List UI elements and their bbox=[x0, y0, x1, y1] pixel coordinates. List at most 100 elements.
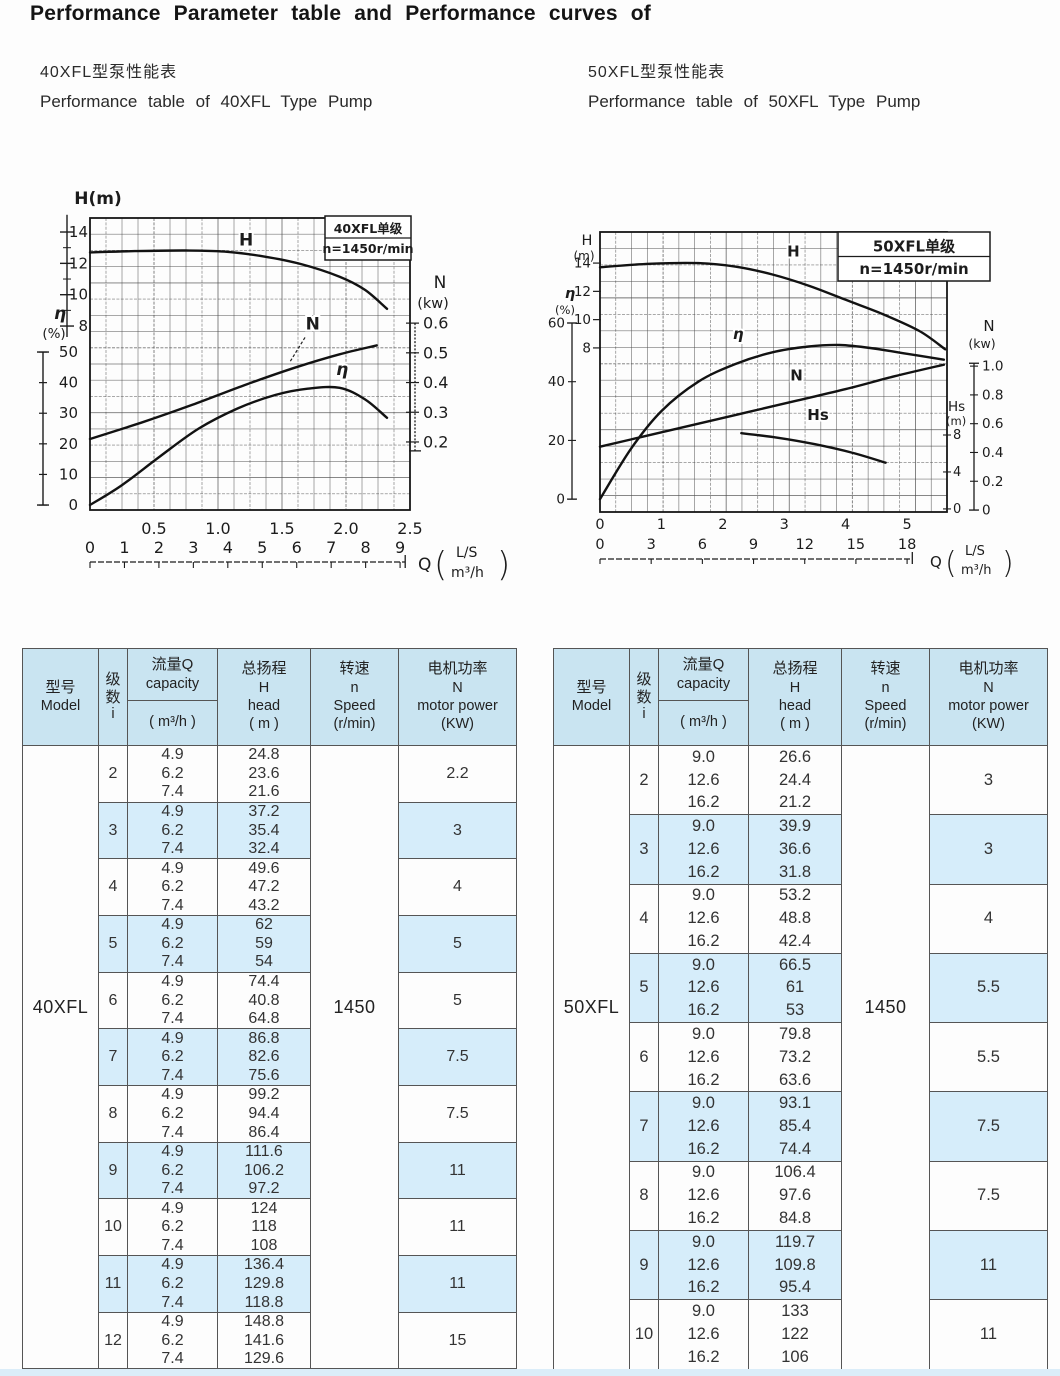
table-row: 3 4.9 37.2 3 bbox=[22, 801, 517, 859]
axis-text: η bbox=[733, 325, 744, 343]
table-row: 40XFL 2 4.9 24.8 1450 2.2 bbox=[22, 745, 517, 1369]
capacity-cell: 7.4 bbox=[127, 1350, 218, 1369]
head-cell: 129.8 bbox=[217, 1274, 311, 1294]
capacity-cell: 6.2 bbox=[127, 821, 218, 840]
axis-text: Q bbox=[930, 553, 942, 571]
head-cell: 119.7 bbox=[748, 1229, 842, 1254]
capacity-cell: 16.2 bbox=[658, 1138, 749, 1162]
performance-table-40xfl: 型号 Model 级 数 i 流量Q capacity ( m³/h ) 总扬程 bbox=[22, 648, 517, 1370]
head-cell: 106.2 bbox=[217, 1161, 311, 1180]
curve-η bbox=[88, 385, 389, 507]
capacity-cell: 9.0 bbox=[658, 1160, 749, 1185]
capacity-cell: 7.4 bbox=[127, 783, 218, 803]
axis-text: 6 bbox=[698, 537, 707, 553]
axis-text: (kw) bbox=[968, 336, 995, 351]
axis-text: 0.2 bbox=[982, 474, 1003, 490]
capacity-cell: 9.0 bbox=[658, 1091, 749, 1115]
head-cell: 64.8 bbox=[217, 1009, 311, 1029]
capacity-cell: 6.2 bbox=[127, 1331, 218, 1350]
head-cell: 21.6 bbox=[217, 783, 311, 803]
stage-cell: 6 bbox=[629, 1022, 659, 1092]
stage-cell: 6 bbox=[98, 971, 128, 1029]
capacity-cell: 9.0 bbox=[658, 1229, 749, 1254]
axis-text: 1.0 bbox=[982, 359, 1003, 375]
capacity-cell: 7.4 bbox=[127, 1179, 218, 1199]
power-cell: 4 bbox=[929, 883, 1048, 954]
head-cell: 66.5 bbox=[748, 952, 842, 977]
capacity-cell: 9.0 bbox=[658, 744, 749, 769]
axis-text: 20 bbox=[548, 433, 565, 449]
axis-text: 0 bbox=[85, 538, 95, 557]
capacity-cell: 12.6 bbox=[658, 976, 749, 1000]
head-cell: 124 bbox=[217, 1198, 311, 1218]
table-row: 6.2 141.6 bbox=[23, 1331, 517, 1350]
capacity-cell: 16.2 bbox=[658, 1068, 749, 1092]
axis-text: η bbox=[54, 304, 66, 324]
capacity-cell: 4.9 bbox=[127, 858, 218, 878]
axis-text: 2 bbox=[718, 517, 727, 533]
axis-text: η bbox=[565, 286, 575, 302]
table-row: 12.6 122 bbox=[554, 1322, 1048, 1346]
axis-text: 9 bbox=[395, 538, 405, 557]
axis-text: 0.6 bbox=[423, 314, 448, 333]
table-row: 16.2 106 bbox=[554, 1345, 1048, 1370]
curve-N bbox=[88, 344, 378, 441]
head-cell: 148.8 bbox=[217, 1311, 311, 1332]
axis-text: L/S bbox=[456, 545, 478, 561]
power-cell: 4 bbox=[398, 858, 517, 916]
capacity-cell: 7.4 bbox=[127, 953, 218, 973]
head-cell: 26.6 bbox=[748, 744, 842, 769]
head-cell: 133 bbox=[748, 1299, 842, 1323]
table-row: 6.2 94.4 bbox=[23, 1104, 517, 1124]
capacity-cell: 7.4 bbox=[127, 1236, 218, 1256]
axis-text: N bbox=[434, 273, 447, 293]
axis-text: 60 bbox=[548, 316, 565, 332]
axis-text: 10 bbox=[69, 286, 88, 304]
axis-text: H bbox=[787, 243, 800, 261]
speed-cell: 1450 bbox=[841, 745, 930, 1370]
power-cell: 5.5 bbox=[929, 1022, 1048, 1092]
capacity-cell: 4.9 bbox=[127, 1028, 218, 1048]
table-row: 12.6 24.4 bbox=[554, 768, 1048, 792]
table-row: 6.2 47.2 bbox=[23, 877, 517, 897]
head-cell: 85.4 bbox=[748, 1115, 842, 1139]
capacity-cell: 4.9 bbox=[127, 915, 218, 935]
capacity-cell: 16.2 bbox=[658, 999, 749, 1023]
head-cell: 84.8 bbox=[748, 1207, 842, 1231]
col-header-model: 型号 Model bbox=[22, 648, 99, 746]
axis-text: 8 bbox=[361, 538, 371, 557]
col-header-head: 总扬程 H head ( m ) bbox=[217, 648, 311, 746]
capacity-cell: 4.9 bbox=[127, 1198, 218, 1218]
axis-text: 0 bbox=[595, 537, 604, 553]
model-cell: 40XFL bbox=[22, 745, 99, 1369]
table-row: 50XFL 2 9.0 26.6 1450 3 bbox=[553, 744, 1048, 1370]
power-cell: 11 bbox=[398, 1255, 517, 1313]
model-cell: 50XFL bbox=[553, 745, 630, 1370]
axis-text: (m) bbox=[946, 414, 966, 428]
col-header-power: 电机功率 N motor power (KW) bbox=[398, 648, 517, 746]
axis-text: 0.4 bbox=[423, 373, 448, 392]
capacity-cell: 4.9 bbox=[127, 1255, 218, 1275]
capacity-cell: 12.6 bbox=[658, 1253, 749, 1277]
table-row: 6.2 23.6 bbox=[23, 764, 517, 784]
head-cell: 61 bbox=[748, 976, 842, 1000]
stage-cell: 10 bbox=[629, 1299, 659, 1370]
subtitle-en-40xfl: Performance table of 40XFL Type Pump bbox=[40, 92, 373, 111]
capacity-cell: 7.4 bbox=[127, 839, 218, 859]
axis-text: 10 bbox=[59, 465, 78, 483]
axis-text: 14 bbox=[69, 223, 88, 241]
axis-text: 5 bbox=[902, 517, 911, 533]
table-row: 16.2 63.6 bbox=[554, 1068, 1048, 1092]
power-cell: 5 bbox=[398, 971, 517, 1029]
head-cell: 111.6 bbox=[217, 1141, 311, 1162]
capacity-cell: 6.2 bbox=[127, 764, 218, 784]
col-header-stages: 级 数 i bbox=[629, 648, 659, 746]
axis-text: 12 bbox=[69, 254, 88, 272]
axis-text: 1 bbox=[657, 517, 666, 533]
axis-text: (%) bbox=[42, 326, 65, 342]
table-row: 6.2 118 bbox=[23, 1217, 517, 1237]
power-cell: 5 bbox=[398, 915, 517, 973]
axis-text: 0.6 bbox=[982, 416, 1003, 432]
head-cell: 141.6 bbox=[217, 1331, 311, 1350]
axis-text: 2.5 bbox=[397, 519, 422, 538]
